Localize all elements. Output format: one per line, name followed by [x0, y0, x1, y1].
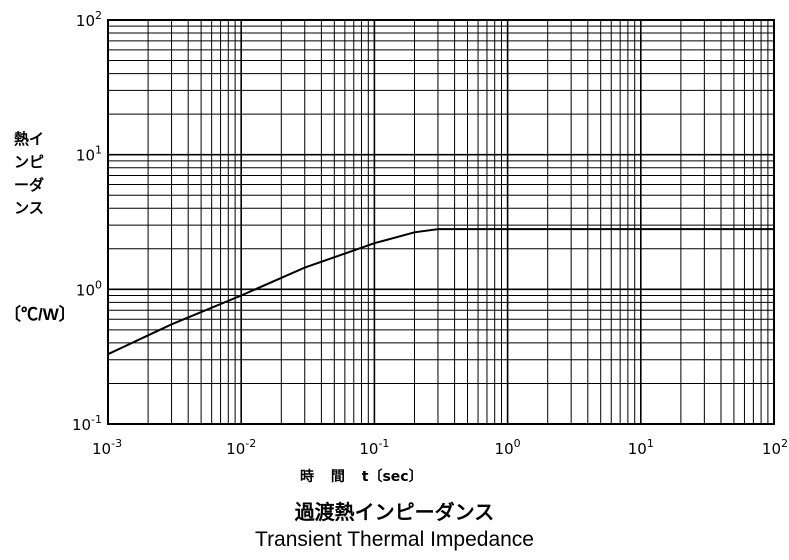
chart-title: 過渡熱インピーダンス — [294, 500, 495, 524]
y-tick-label: 100 — [76, 278, 102, 299]
y-tick-label: 101 — [76, 144, 102, 165]
y-axis-unit: 〔℃/W〕 — [4, 305, 76, 324]
chart-subtitle: Transient Thermal Impedance — [255, 528, 534, 551]
x-tick-label: 102 — [762, 437, 788, 458]
x-tick-label: 101 — [628, 437, 654, 458]
grid-minor — [108, 20, 774, 424]
series-line — [107, 228, 774, 356]
x-tick-labels: 10-3 10-2 10-1 100 101 102 — [92, 437, 788, 458]
x-tick-label: 10-1 — [359, 437, 389, 458]
x-tick-label: 10-2 — [226, 437, 256, 458]
plot-frame — [107, 19, 775, 425]
y-tick-labels: 10-1 100 101 102 — [72, 9, 102, 434]
y-tick-label: 10-1 — [72, 413, 102, 434]
x-tick-label: 10-3 — [92, 437, 122, 458]
grid-major — [108, 20, 774, 424]
y-tick-label: 102 — [76, 9, 102, 30]
x-tick-label: 100 — [495, 437, 521, 458]
y-axis-label: 熱インピーダンス — [14, 130, 45, 217]
x-axis-label: 時 間 t〔sec〕 — [300, 469, 423, 485]
